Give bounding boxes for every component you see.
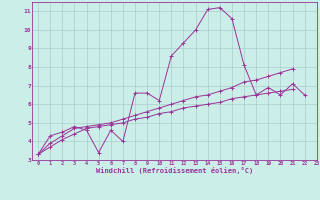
X-axis label: Windchill (Refroidissement éolien,°C): Windchill (Refroidissement éolien,°C): [96, 167, 253, 174]
